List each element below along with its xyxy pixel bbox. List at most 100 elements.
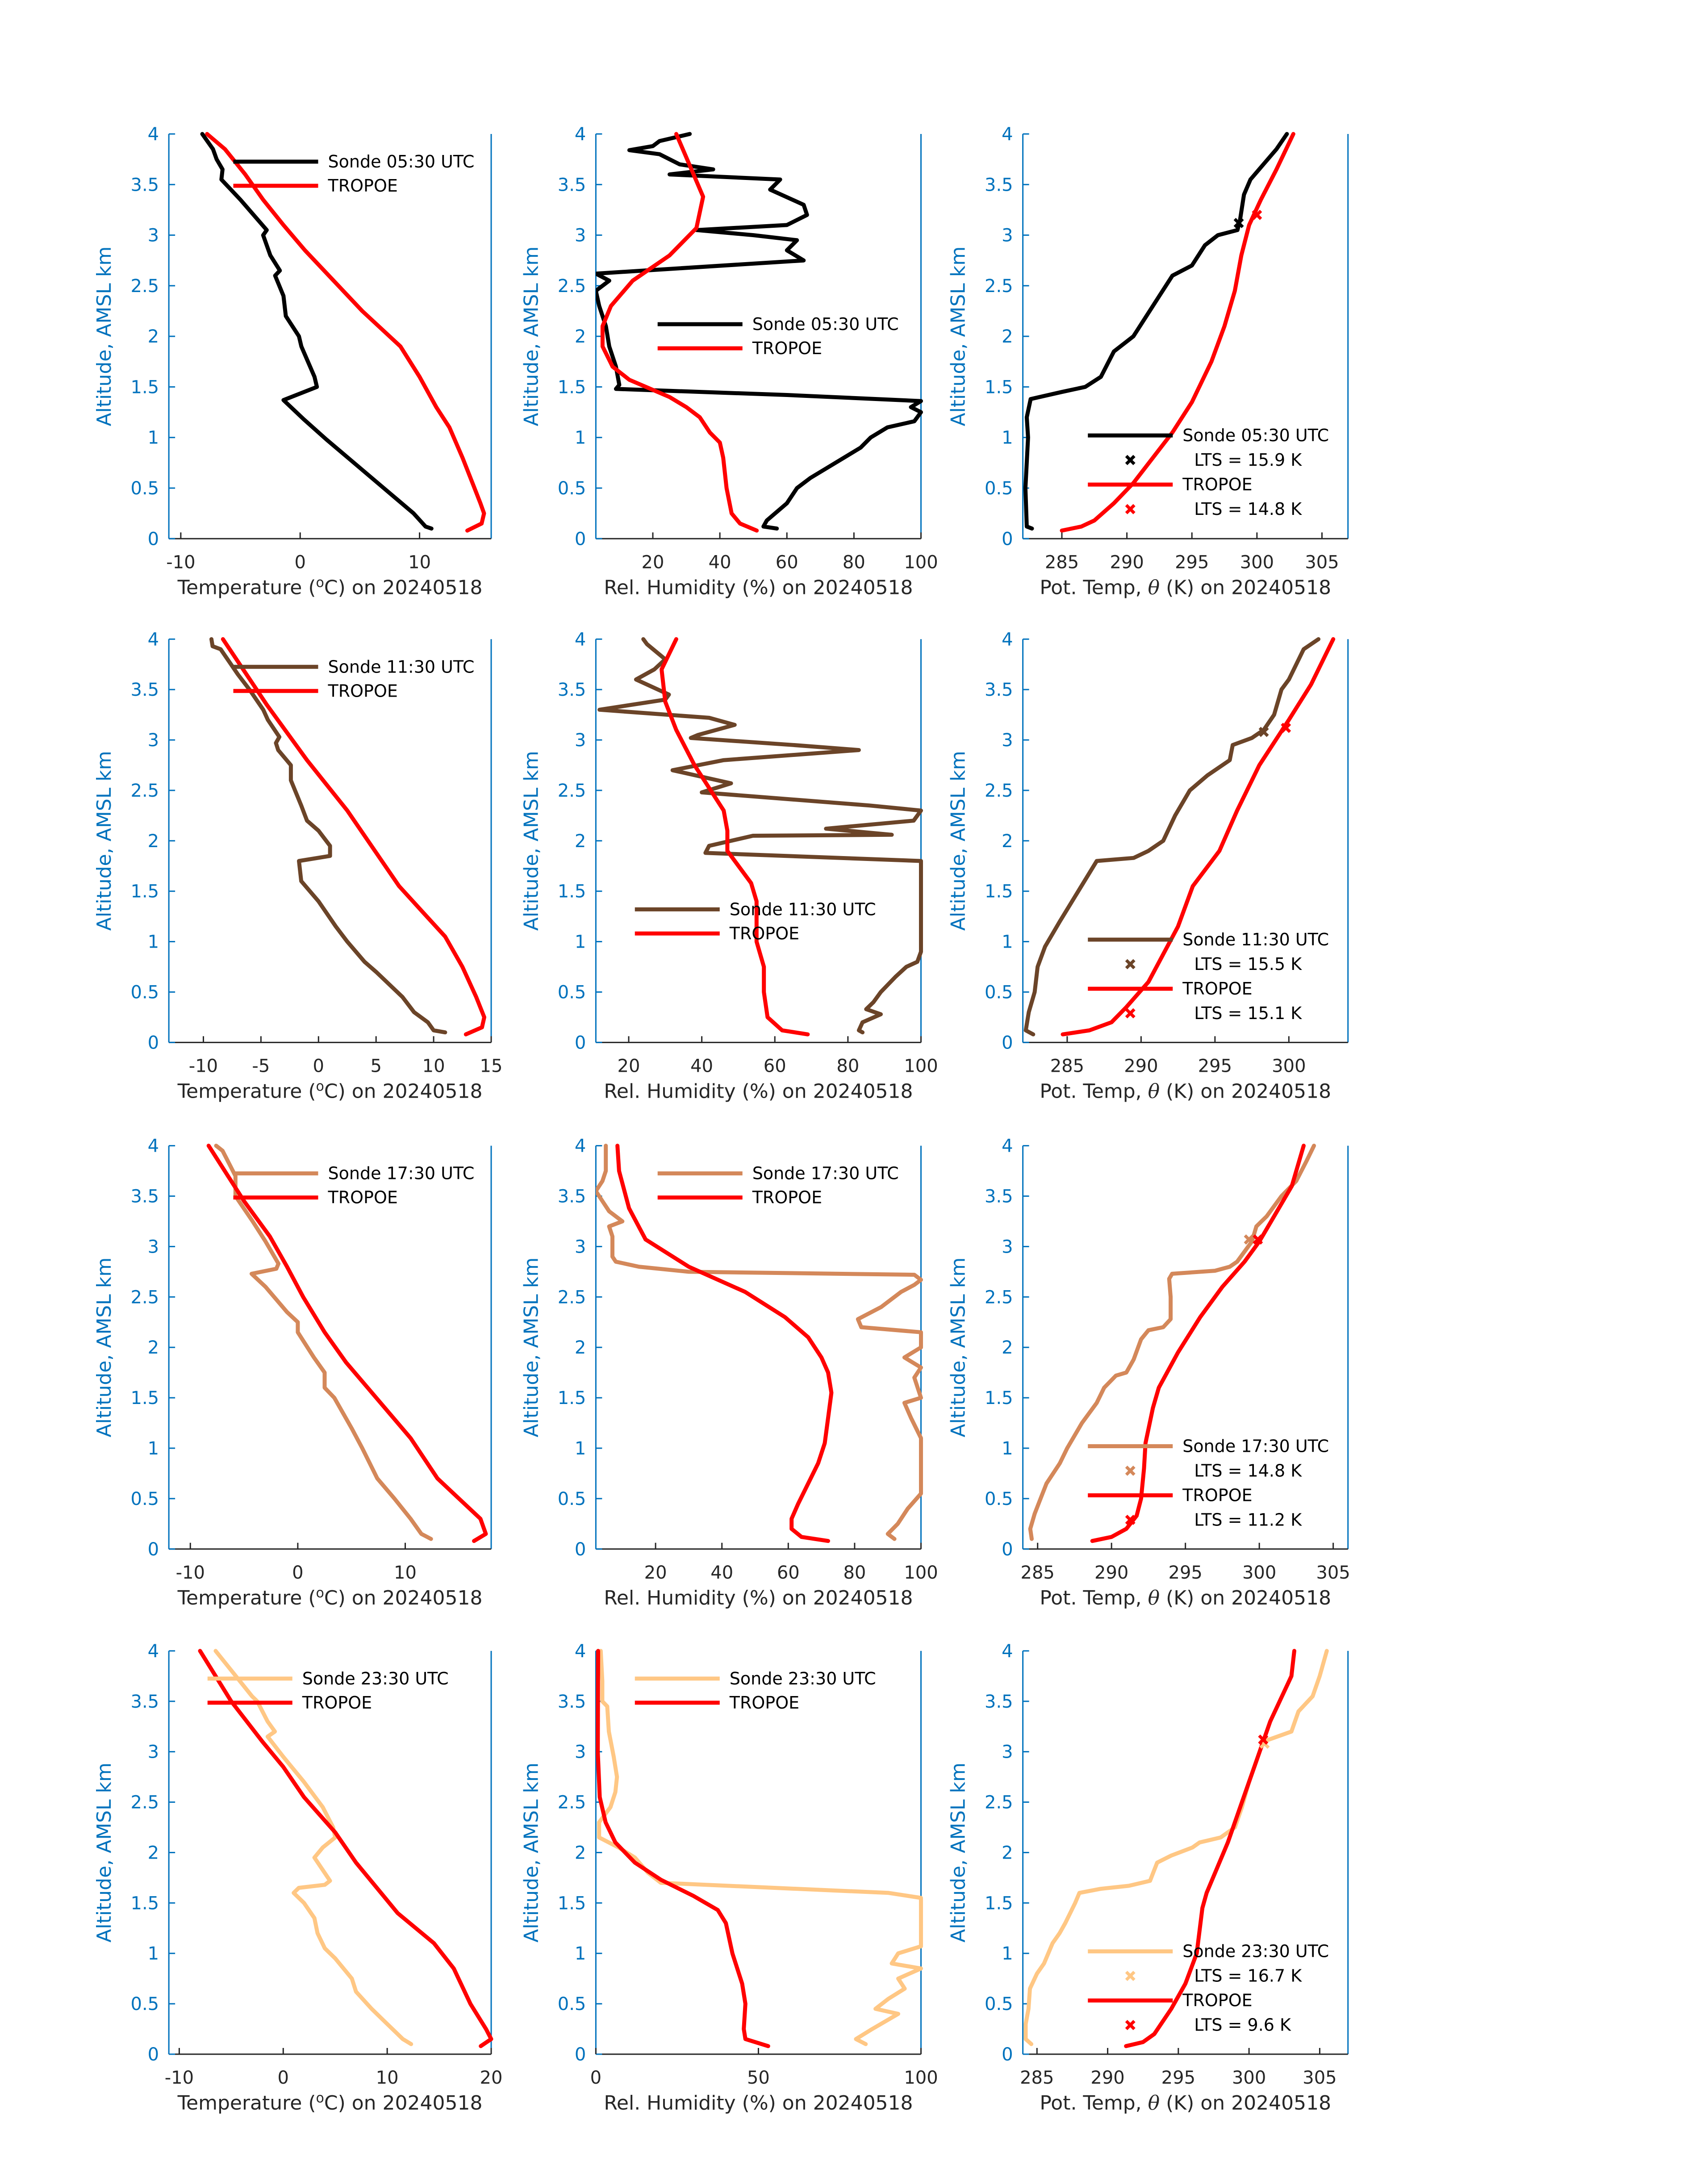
tropoe-line xyxy=(1090,1144,1306,1543)
y-tick-label: 2.5 xyxy=(131,1287,159,1308)
legend-label: TROPOE xyxy=(1182,979,1252,999)
y-axis-label: Altitude, AMSL km xyxy=(947,247,970,426)
y-tick-label: 1 xyxy=(575,1943,586,1964)
y-tick-label: 4 xyxy=(1002,1136,1013,1157)
y-tick-label: 1 xyxy=(575,932,586,953)
legend-lts-marker xyxy=(1125,1008,1136,1019)
x-axis-label: Rel. Humidity (%) on 20240518 xyxy=(604,2092,913,2114)
legend-label: TROPOE xyxy=(1182,1485,1252,1505)
y-tick-label: 3 xyxy=(575,730,586,751)
y-tick-label: 0 xyxy=(148,1032,159,1053)
x-tick-label: 50 xyxy=(747,2068,770,2088)
x-marker-stroke xyxy=(1125,1514,1136,1525)
legend-lts-marker xyxy=(1125,1465,1136,1476)
x-tick-label: 300 xyxy=(1242,1563,1276,1583)
x-marker-stroke xyxy=(1244,1234,1254,1245)
x-marker-stroke xyxy=(1281,723,1291,733)
x-tick-label: 40 xyxy=(690,1056,713,1076)
lts-marker xyxy=(1233,217,1244,228)
y-tick-label: 0 xyxy=(1002,1539,1013,1560)
legend-label: Sonde 05:30 UTC xyxy=(328,152,475,171)
legend-lts-marker xyxy=(1125,959,1136,969)
legend-lts-label: LTS = 15.5 K xyxy=(1194,954,1302,974)
x-marker-stroke xyxy=(1125,2020,1136,2031)
x-tick-label: -5 xyxy=(252,1056,270,1076)
x-axis-label: Rel. Humidity (%) on 20240518 xyxy=(604,1080,913,1103)
x-tick-label: -10 xyxy=(166,552,195,572)
legend-label: Sonde 05:30 UTC xyxy=(1182,426,1329,445)
x-tick-label: 60 xyxy=(764,1056,786,1076)
y-tick-label: 2.5 xyxy=(558,1287,586,1308)
x-tick-label: 305 xyxy=(1303,2068,1336,2088)
chart-panel-r2c2: 0 0.5 1 1.5 2 2.5 3 3.5 4 20 40 60 80 100 Rel. Humidit… xyxy=(520,629,938,1103)
legend: Sonde 05:30 UTC TROPOE xyxy=(657,314,899,358)
legend-label: TROPOE xyxy=(302,1693,372,1713)
y-tick-label: 1 xyxy=(1002,428,1013,448)
y-axis-label: Altitude, AMSL km xyxy=(520,1258,543,1437)
x-marker-stroke xyxy=(1258,1734,1269,1745)
x-marker-stroke xyxy=(1125,455,1136,465)
x-axis-label: Temperature (oC) on 20240518 xyxy=(177,2090,483,2114)
y-tick-label: 2 xyxy=(1002,1337,1013,1358)
y-tick-label: 2 xyxy=(148,1843,159,1863)
sonde-line xyxy=(1023,637,1321,1036)
legend-label: TROPOE xyxy=(1182,1991,1252,2010)
y-tick-label: 4 xyxy=(575,1136,586,1157)
tropoe-line xyxy=(1060,132,1295,533)
y-tick-label: 3 xyxy=(575,1742,586,1763)
y-tick-label: 1 xyxy=(148,932,159,953)
sonde-line xyxy=(1028,1144,1316,1541)
legend-label: Sonde 11:30 UTC xyxy=(730,899,876,919)
x-tick-label: 295 xyxy=(1175,552,1209,572)
y-tick-label: 3 xyxy=(148,730,159,751)
legend-label: Sonde 11:30 UTC xyxy=(328,657,475,677)
legend: Sonde 05:30 UTC LTS = 15.9 K TROPOE LTS = 1… xyxy=(1088,426,1329,519)
x-tick-label: 20 xyxy=(480,2068,503,2088)
y-tick-label: 1 xyxy=(575,1438,586,1459)
lts-marker xyxy=(1258,727,1269,737)
legend: Sonde 11:30 UTC LTS = 15.5 K TROPOE LTS = 1… xyxy=(1088,930,1329,1023)
y-tick-label: 3.5 xyxy=(558,1692,586,1712)
x-marker-stroke xyxy=(1233,217,1244,228)
y-tick-label: 0 xyxy=(1002,529,1013,549)
legend-lts-marker xyxy=(1125,1514,1136,1525)
legend: Sonde 23:30 UTC LTS = 16.7 K TROPOE LTS = 9… xyxy=(1088,1942,1329,2035)
legend: Sonde 05:30 UTC TROPOE xyxy=(233,152,475,196)
sonde-line xyxy=(1023,132,1289,531)
legend-label: Sonde 17:30 UTC xyxy=(328,1164,475,1183)
x-tick-label: 285 xyxy=(1050,1056,1084,1076)
y-axis-label: Altitude, AMSL km xyxy=(93,751,116,931)
x-tick-label: 5 xyxy=(370,1056,381,1076)
x-marker-stroke xyxy=(1253,1234,1263,1245)
chart-panel-r3c2: 0 0.5 1 1.5 2 2.5 3 3.5 4 20 40 60 80 100 Rel. Humidit… xyxy=(520,1136,938,1609)
x-tick-label: 60 xyxy=(776,552,798,572)
y-tick-label: 1.5 xyxy=(558,1893,586,1914)
legend-label: TROPOE xyxy=(328,176,398,196)
x-tick-label: 300 xyxy=(1272,1056,1306,1076)
legend-label: Sonde 23:30 UTC xyxy=(302,1669,449,1688)
y-tick-label: 2.5 xyxy=(985,276,1013,297)
y-tick-label: 3 xyxy=(148,226,159,246)
y-tick-label: 0.5 xyxy=(131,478,159,499)
legend: Sonde 17:30 UTC LTS = 14.8 K TROPOE LTS = 1… xyxy=(1088,1436,1329,1529)
sonde-line xyxy=(214,1144,433,1541)
y-tick-label: 2.5 xyxy=(985,781,1013,801)
x-tick-label: 20 xyxy=(642,552,664,572)
y-tick-label: 4 xyxy=(148,124,159,145)
tropoe-line xyxy=(660,637,810,1036)
y-axis-label: Altitude, AMSL km xyxy=(93,247,116,426)
tropoe-line xyxy=(1061,637,1336,1036)
y-tick-label: 4 xyxy=(148,1641,159,1662)
sonde-line xyxy=(597,1649,923,2046)
legend-label: Sonde 17:30 UTC xyxy=(1182,1436,1329,1456)
x-axis-label: Temperature (oC) on 20240518 xyxy=(177,575,483,599)
y-tick-label: 4 xyxy=(1002,124,1013,145)
y-tick-label: 3.5 xyxy=(985,1692,1013,1712)
y-tick-label: 1.5 xyxy=(558,882,586,902)
chart-panel-r4c2: 0 0.5 1 1.5 2 2.5 3 3.5 4 0 50 100 Rel. Humidity (%)… xyxy=(520,1641,938,2114)
x-tick-label: 305 xyxy=(1316,1563,1350,1583)
y-tick-label: 1 xyxy=(148,428,159,448)
legend-label: Sonde 17:30 UTC xyxy=(752,1164,899,1183)
